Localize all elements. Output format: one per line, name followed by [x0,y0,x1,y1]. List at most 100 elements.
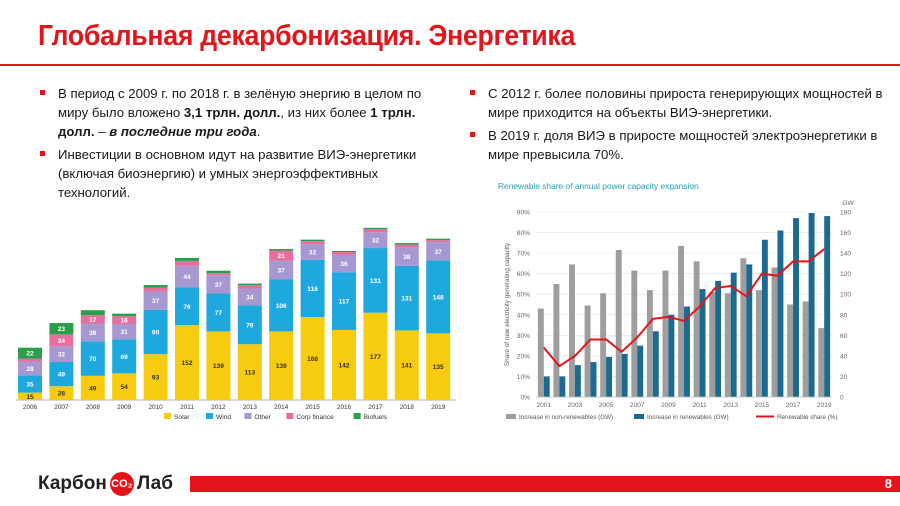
left-tick-label: 90% [517,210,530,217]
bar-non-renewables-2008 [646,290,653,397]
x-tick-label: 2019 [817,402,832,409]
x-tick-label: 2006 [23,404,38,411]
legend-label: Other [254,414,271,421]
bar-other-2019 [426,242,451,261]
data-label: 139 [276,363,287,370]
bar-biofuels-2007 [49,323,74,335]
bar-corp-finance-2007 [49,334,74,347]
bullet-marker [470,132,475,137]
bar-renewables-2009 [668,314,675,397]
bar-renewables-2004 [590,362,597,397]
bar-biofuels-2017 [363,227,388,230]
x-tick-label: 2003 [568,402,583,409]
data-label: 44 [183,274,191,281]
bar-solar-2009 [112,373,137,400]
legend-swatch-solar [164,413,171,419]
data-label: 32 [309,250,317,257]
bar-solar-2006 [18,392,42,400]
x-tick-label: 2009 [661,402,676,409]
left-bullet-list: В период с 2009 г. по 2018 г. в зелёную … [40,84,452,206]
left-bullet-investment: В период с 2009 г. по 2018 г. в зелёную … [40,84,452,141]
right-tick-label: 40 [840,353,848,360]
data-label: 37 [278,268,286,275]
data-label: 35 [26,381,34,388]
x-tick-label: 2017 [368,404,383,411]
bar-solar-2015 [300,317,325,400]
bar-corp-finance-2016 [332,252,356,255]
data-label: 34 [246,294,254,301]
data-label: 142 [338,362,349,369]
legend-label: Increase in renewables (GW) [647,414,729,421]
bar-biofuels-2013 [237,283,262,286]
bar-wind-2009 [112,339,137,374]
bar-renewables-2011 [699,289,706,397]
bar-biofuels-2011 [175,257,199,261]
data-label: 76 [183,304,191,311]
investment-recent: 1 трлн. долл. [58,105,416,139]
bar-corp-finance-2009 [112,316,137,325]
legend-swatch-wind [206,413,213,419]
bar-non-renewables-2001 [537,308,544,397]
data-label: 32 [58,352,66,359]
bar-renewables-2019 [824,216,831,397]
data-label: 90 [152,329,160,336]
data-label: 135 [433,364,444,371]
right-tick-label: 120 [840,271,851,278]
bar-biofuels-2006 [18,347,42,359]
legend-swatch-biofuels [353,413,361,419]
legend-swatch-corp-finance [286,413,294,419]
bar-wind-2018 [394,265,419,331]
left-tick-label: 30% [517,333,530,340]
chart-title: Renewable share of annual power capacity… [498,181,699,191]
bar-non-renewables-2015 [755,290,762,397]
bar-corp-finance-2017 [363,229,388,233]
legend-swatch-other [244,413,252,419]
data-label: 37 [435,249,443,256]
bar-renewables-2001 [543,376,550,397]
page-title: Глобальная декарбонизация. Энергетика [38,20,576,52]
bar-renewables-2016 [777,230,784,397]
bar-non-renewables-2012 [709,292,716,397]
recent-period: в последние три года [109,124,257,139]
bar-non-renewables-2018 [802,301,809,397]
bar-corp-finance-2010 [143,287,168,292]
legend-label: Solar [174,414,190,421]
data-label: 113 [244,370,255,377]
bar-corp-finance-2013 [237,285,262,289]
bar-non-renewables-2011 [693,261,700,397]
right-tick-label: 100 [840,292,851,299]
bar-biofuels-2016 [332,251,356,252]
bar-biofuels-2009 [112,313,137,317]
bar-biofuels-2019 [426,238,451,241]
x-tick-label: 2016 [337,404,352,411]
data-label: 36 [89,330,97,337]
data-label: 131 [401,296,412,303]
right-tick-label: 60 [840,333,848,340]
bar-renewables-2018 [808,213,815,397]
bar-solar-2012 [206,331,231,400]
left-tick-label: 40% [517,312,530,319]
legend-label: Increase in non-renewables (GW) [519,414,613,421]
right-tick-label: 160 [840,230,851,237]
data-label: 24 [58,338,66,345]
bar-biofuels-2008 [80,310,105,316]
data-label: 23 [58,326,66,333]
x-tick-label: 2019 [431,404,446,411]
bar-wind-2006 [18,375,42,393]
x-tick-label: 2011 [180,404,194,411]
right-bullet-2012: С 2012 г. более половины прироста генери… [470,84,885,122]
bar-non-renewables-2007 [631,270,638,397]
footer-bar [190,476,900,492]
legend-swatch-renewables [634,414,644,419]
bar-corp-finance-2006 [18,358,42,362]
bar-biofuels-2012 [206,270,231,274]
data-label: 31 [121,329,129,336]
bar-non-renewables-2002 [553,283,560,397]
right-axis-unit: GW [842,200,854,207]
data-label: 37 [152,298,160,305]
legend-label: Corp finance [296,414,334,421]
bar-other-2009 [112,324,137,340]
bar-solar-2013 [237,344,262,400]
right-bullet-2019: В 2019 г. доля ВИЭ в приросте мощностей … [470,126,885,164]
data-label: 139 [213,363,224,370]
